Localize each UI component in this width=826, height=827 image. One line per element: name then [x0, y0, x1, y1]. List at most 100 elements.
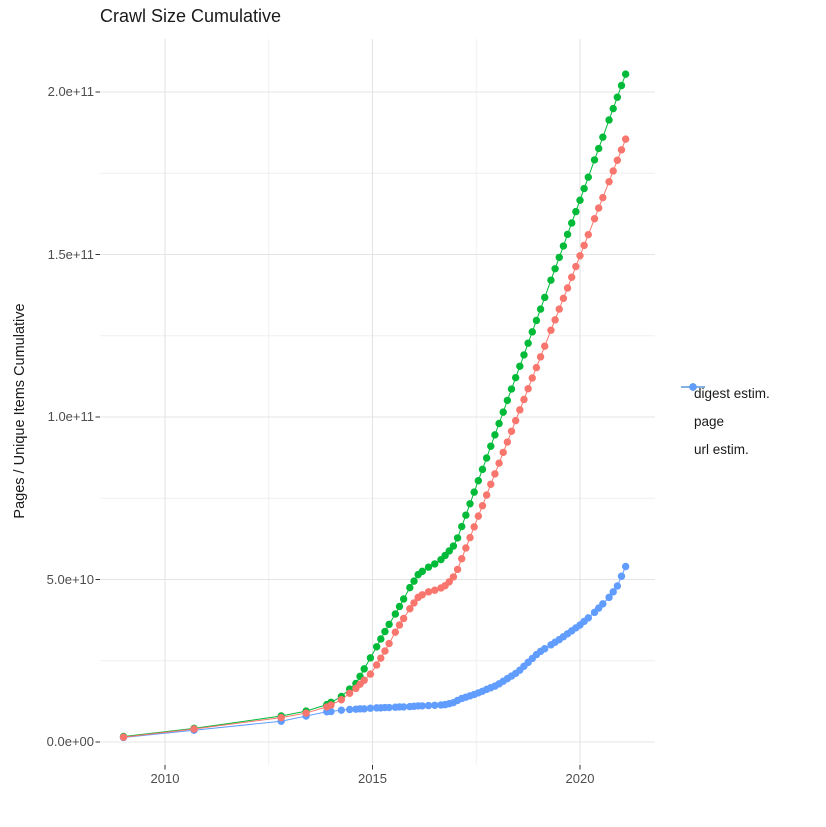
data-point	[482, 454, 491, 462]
data-point	[507, 427, 516, 435]
data-point	[511, 373, 520, 382]
data-point	[377, 654, 385, 662]
data-point	[605, 178, 613, 186]
data-point	[559, 294, 568, 303]
data-point	[482, 491, 491, 499]
data-point	[613, 93, 622, 101]
legend-item-url-estim: url estim.	[680, 383, 770, 463]
data-point	[590, 156, 599, 164]
data-point	[503, 438, 512, 446]
data-point	[470, 488, 478, 496]
data-point	[580, 184, 588, 193]
data-point	[366, 704, 375, 712]
data-point	[391, 628, 400, 636]
data-point	[617, 146, 626, 154]
data-point	[605, 593, 613, 602]
y-tick-label: 2.0e+11	[47, 84, 94, 99]
data-point	[399, 703, 408, 711]
data-point	[568, 273, 576, 281]
data-point	[599, 193, 607, 202]
data-point	[360, 665, 368, 673]
data-point	[418, 702, 426, 710]
data-point	[458, 522, 466, 531]
data-point	[381, 627, 389, 636]
data-point	[576, 196, 584, 204]
data-point	[478, 465, 487, 474]
data-point	[491, 470, 499, 478]
legend-item-page: page	[680, 383, 770, 435]
data-point	[445, 578, 453, 586]
data-point	[516, 362, 524, 370]
data-point	[491, 431, 499, 439]
data-point	[590, 215, 599, 223]
data-point	[453, 534, 462, 542]
data-point	[621, 562, 630, 571]
data-point	[495, 419, 503, 428]
data-point	[431, 701, 439, 709]
data-point	[541, 342, 549, 350]
data-point	[462, 544, 470, 552]
legend-item-label: page	[694, 413, 725, 429]
data-point	[499, 448, 507, 457]
data-point	[487, 442, 495, 450]
data-point	[462, 511, 470, 519]
data-point	[410, 599, 418, 607]
data-point	[617, 572, 626, 580]
data-point	[410, 577, 418, 585]
data-point	[495, 459, 503, 467]
data-point	[372, 661, 381, 669]
data-point	[536, 353, 545, 361]
data-point	[503, 396, 512, 405]
legend-item-label: url estim.	[694, 441, 749, 457]
data-point	[609, 588, 617, 596]
data-point	[377, 635, 385, 643]
data-point	[406, 583, 414, 592]
data-point	[399, 614, 408, 623]
y-tick-label: 1.0e+11	[47, 409, 94, 424]
data-point	[474, 477, 483, 485]
data-point	[621, 135, 630, 143]
data-point	[559, 242, 568, 250]
legend-item-label: digest estim.	[694, 385, 770, 401]
data-point	[563, 230, 572, 239]
data-point	[449, 542, 458, 550]
data-point	[449, 573, 458, 581]
data-point	[385, 703, 393, 712]
data-point	[466, 500, 474, 508]
data-point	[474, 512, 483, 520]
data-point	[445, 547, 453, 555]
data-point	[458, 555, 466, 563]
data-point	[576, 252, 584, 260]
data-point	[399, 595, 408, 603]
data-point	[520, 351, 528, 359]
data-point	[385, 639, 393, 648]
data-point	[395, 621, 404, 629]
series-line	[123, 566, 627, 738]
data-point	[609, 167, 617, 175]
x-tick-label: 2015	[358, 771, 387, 786]
data-point	[424, 563, 433, 571]
data-point	[609, 104, 617, 113]
data-point	[381, 647, 389, 655]
x-tick-label: 2010	[150, 771, 180, 786]
data-point	[302, 709, 310, 717]
data-point	[190, 725, 198, 733]
data-point	[528, 374, 536, 382]
data-point	[594, 144, 603, 153]
data-point	[563, 284, 572, 292]
data-point	[424, 588, 433, 596]
data-point	[406, 605, 414, 613]
x-tick-label: 2020	[565, 771, 595, 786]
data-point	[366, 670, 375, 678]
data-point	[499, 408, 507, 416]
data-point	[424, 701, 433, 710]
data-point	[594, 204, 603, 212]
data-point	[487, 480, 495, 488]
data-point	[277, 713, 285, 722]
data-point	[453, 565, 462, 574]
y-tick-label: 5.0e+10	[46, 571, 94, 587]
data-point	[621, 70, 630, 78]
y-tick-label: 1.5e+11	[47, 246, 94, 262]
data-point	[536, 305, 545, 313]
